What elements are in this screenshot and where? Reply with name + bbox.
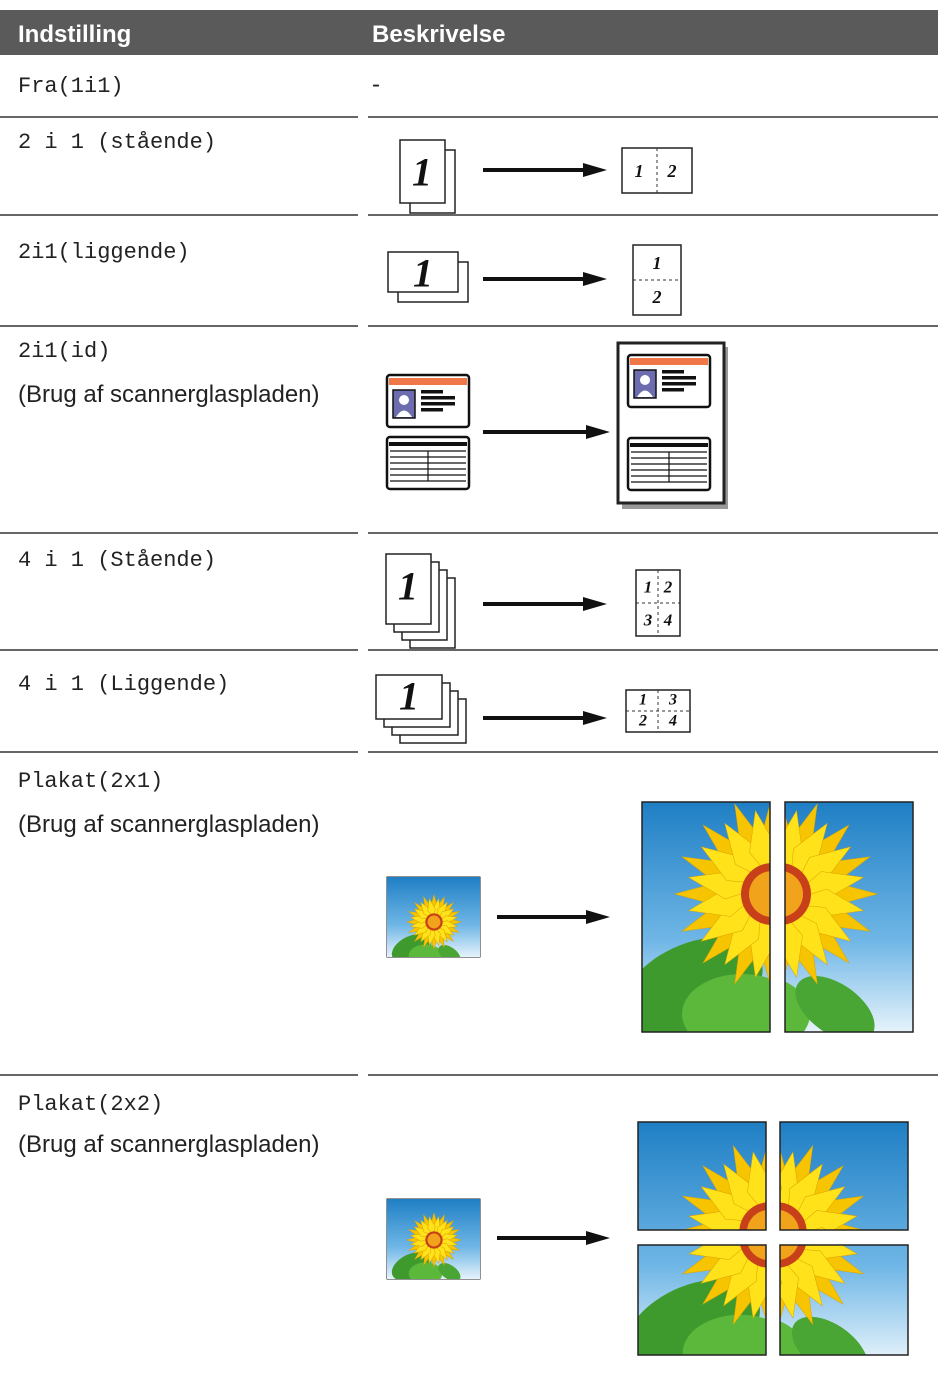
flower-center [427,1233,441,1247]
page-number: 1 [399,674,419,719]
setting-note: (Brug af scannerglaspladen) [18,811,320,838]
sunflower-image [780,1245,908,1355]
setting: Fra(1i1) [18,74,124,99]
card-text [421,396,455,400]
arrow-head [586,425,610,439]
sunflower-image [638,1122,766,1230]
petal [749,809,770,875]
page-number: 1 [635,161,644,181]
card-stripe [630,358,708,365]
page [387,251,459,293]
header-bar [0,10,938,55]
leaf [682,1314,766,1355]
page-number: 4 [663,611,673,630]
leaf [408,1262,443,1279]
card-stripe [389,442,467,446]
sunflower-image [387,877,480,957]
header-description: Beskrivelse [372,21,505,48]
leaf [795,976,875,1032]
setting: 4 i 1 (Stående) [18,548,216,573]
page-number: 1 [639,692,647,709]
flower-center [785,871,803,917]
poster-panel [641,801,771,1033]
card-head [640,375,650,385]
poster-panel [779,1121,909,1231]
petal [795,1210,858,1230]
card-text [662,370,684,374]
setting-note: (Brug af scannerglaspladen) [18,381,320,408]
setting: 2i1(id) [18,339,110,364]
card-text [662,376,696,380]
poster-panel [784,801,914,1033]
sunflower-image [642,802,770,1032]
flower-center [747,1210,766,1230]
flower-center [748,1245,766,1260]
poster-panel [779,1244,909,1356]
setting: Plakat(2x1) [18,769,163,794]
leaf [438,944,461,957]
page-number: 2 [667,161,677,181]
leaf [682,974,770,1032]
page-number: 1 [412,150,432,195]
arrow-head [586,910,610,924]
leaf [791,1316,868,1355]
flower-center [780,1210,799,1230]
page-number: 1 [653,253,662,273]
arrow-head [586,1231,610,1245]
poster-panel [637,1121,767,1231]
setting: 2 i 1 (stående) [18,130,216,155]
sunflower-image [387,1199,480,1279]
flower-center [780,1245,798,1260]
leaf [408,944,443,957]
page [399,139,446,204]
arrow-head [583,711,607,725]
setting-note: (Brug af scannerglaspladen) [18,1131,320,1158]
page-number: 2 [652,287,662,307]
flower-center [749,871,770,917]
flower-center [427,915,441,929]
card-text [421,390,443,394]
petal [427,897,436,918]
card-body [637,390,653,397]
card-text [421,402,455,406]
card-stripe [389,378,467,385]
card-head [399,395,409,405]
petal [688,1245,751,1260]
page-number: 4 [668,713,677,730]
sunflower-image [780,1122,908,1230]
setting: 4 i 1 (Liggende) [18,672,229,697]
page-number: 2 [638,713,647,730]
petal [747,1151,766,1214]
petal [780,1256,799,1319]
poster-panel [637,1244,767,1356]
arrow-head [583,597,607,611]
sunflower-image [638,1245,766,1355]
header-setting: Indstilling [18,21,131,48]
page-number: 2 [663,578,673,597]
card-body [396,410,412,417]
page-number: 3 [668,692,677,709]
leaf [438,1262,461,1279]
sunflower-image [785,802,913,1032]
arrow-head [583,163,607,177]
page [385,553,432,625]
page [375,674,443,720]
arrow-head [583,272,607,286]
card-stripe [630,443,708,447]
setting: 2i1(liggende) [18,240,190,265]
card-text [421,408,443,412]
card-text [662,382,696,386]
page-number: 1 [413,251,433,296]
setting: Plakat(2x2) [18,1092,163,1117]
page-number: 1 [644,578,653,597]
petal [785,913,803,979]
page-number: 1 [398,564,418,609]
description: - [372,71,380,98]
leaf [785,981,810,1032]
page-number: 3 [643,611,653,630]
card-text [662,388,684,392]
petal [427,1215,436,1236]
